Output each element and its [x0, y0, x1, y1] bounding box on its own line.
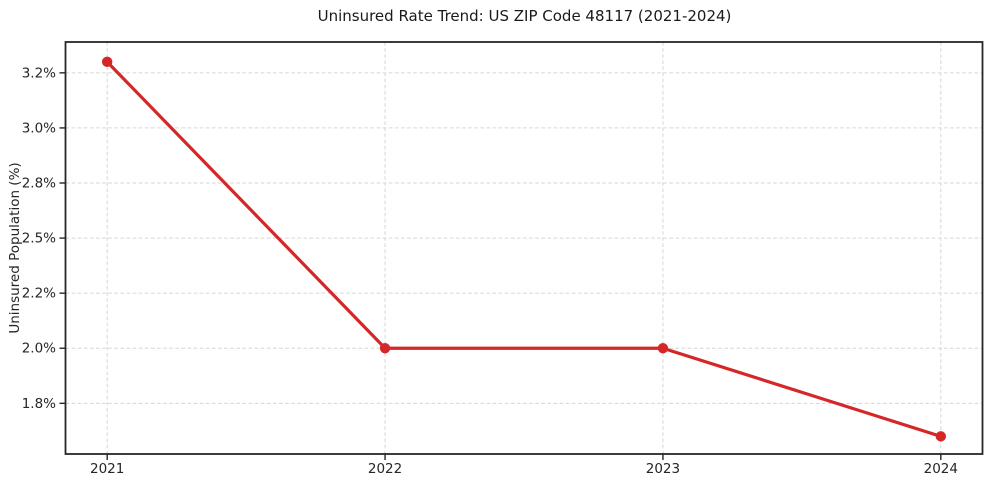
data-point-2023	[657, 343, 669, 354]
x-tick-label: 2022	[368, 461, 402, 477]
data-point-2024	[935, 431, 947, 442]
trend-line	[105, 60, 943, 438]
y-tick-label: 3.0%	[22, 120, 56, 136]
x-tick-label: 2024	[924, 461, 958, 477]
x-tick-label: 2023	[646, 461, 680, 477]
y-tick-label: 3.2%	[22, 65, 56, 81]
y-tick-label: 2.0%	[22, 341, 56, 357]
data-point-2022	[379, 343, 391, 354]
data-point-2021	[101, 56, 113, 68]
x-tick-label: 2021	[90, 461, 124, 477]
plot-area-border	[64, 41, 984, 455]
chart-title: Uninsured Rate Trend: US ZIP Code 48117 …	[317, 7, 732, 25]
y-tick-label: 2.5%	[22, 231, 56, 247]
y-tick-label: 1.8%	[22, 396, 56, 412]
y-tick-label: 2.2%	[22, 286, 56, 302]
y-tick-label: 2.8%	[22, 176, 56, 192]
